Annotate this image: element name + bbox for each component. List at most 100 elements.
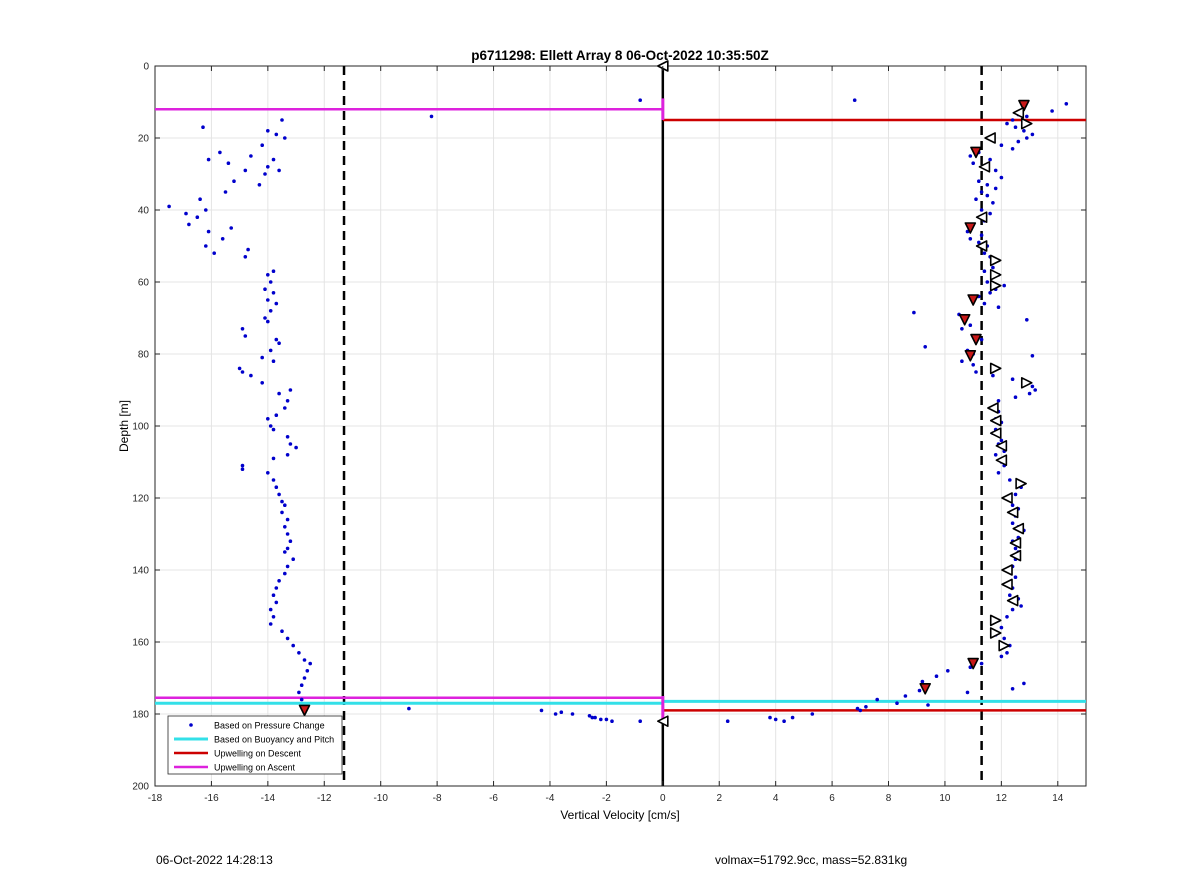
pressure-change-point	[240, 463, 245, 468]
pressure-change-point	[1016, 139, 1021, 144]
pressure-change-point	[996, 305, 1001, 310]
legend-entry-label: Based on Buoyancy and Pitch	[214, 735, 334, 745]
buoyancy-pitch-marker	[1012, 107, 1025, 119]
pressure-change-point	[1010, 687, 1015, 691]
pressure-change-point	[1010, 503, 1015, 508]
pressure-change-point	[553, 712, 558, 716]
pressure-change-point	[977, 179, 981, 183]
pressure-change-point	[283, 550, 287, 554]
x-tick-label: 6	[829, 793, 835, 804]
pressure-change-point	[638, 98, 642, 102]
pressure-change-point	[223, 190, 228, 194]
x-tick-label: -16	[204, 793, 219, 804]
pressure-change-point	[274, 485, 279, 490]
pressure-change-point	[999, 438, 1004, 443]
pressure-change-point	[965, 690, 970, 695]
footer-stats: volmax=51792.9cc, mass=52.831kg	[715, 853, 908, 867]
pressure-change-point	[302, 676, 307, 680]
pressure-change-point	[212, 251, 216, 255]
buoyancy-pitch-marker	[1015, 477, 1027, 490]
pressure-change-point	[993, 186, 998, 191]
pressure-change-point	[243, 334, 248, 338]
pressure-change-point	[263, 287, 267, 292]
y-tick-label: 180	[132, 710, 149, 721]
pressure-change-point	[599, 717, 603, 722]
pressure-change-point	[971, 363, 975, 367]
pressure-change-point	[274, 413, 279, 418]
pressure-change-point	[982, 301, 987, 306]
pressure-change-point	[280, 629, 284, 633]
y-tick-label: 120	[132, 494, 149, 505]
buoyancy-pitch-marker	[989, 279, 1002, 292]
buoyancy-pitch-marker	[989, 427, 1002, 439]
pressure-change-point	[1008, 593, 1012, 597]
x-tick-label: -10	[373, 793, 388, 804]
pressure-change-point	[1013, 492, 1018, 497]
buoyancy-pitch-marker	[298, 704, 311, 717]
buoyancy-pitch-marker	[1001, 578, 1013, 591]
pressure-change-point	[999, 143, 1004, 147]
buoyancy-pitch-marker	[975, 240, 988, 252]
buoyancy-pitch-marker	[1012, 522, 1025, 535]
pressure-change-point	[277, 391, 281, 396]
pressure-change-point	[268, 309, 273, 313]
pressure-change-point	[864, 705, 868, 709]
pressure-change-point	[988, 291, 992, 295]
pressure-change-point	[985, 183, 990, 187]
pressure-change-point	[979, 337, 984, 342]
buoyancy-pitch-marker	[919, 683, 931, 695]
pressure-change-point	[285, 532, 290, 536]
pressure-change-point	[993, 453, 998, 457]
pressure-change-point	[999, 625, 1004, 630]
pressure-change-point	[283, 525, 287, 529]
pressure-change-point	[1005, 121, 1009, 126]
pressure-change-point	[1030, 132, 1035, 137]
pressure-change-point	[226, 161, 231, 165]
pressure-change-point	[979, 233, 984, 237]
pressure-change-point	[277, 168, 281, 173]
pressure-change-point	[243, 168, 248, 173]
y-tick-label: 0	[143, 62, 149, 73]
buoyancy-pitch-marker	[989, 414, 1002, 427]
pressure-change-point	[1022, 129, 1026, 133]
pressure-change-point	[271, 291, 276, 295]
pressure-change-point	[587, 714, 592, 718]
pressure-change-point	[991, 201, 995, 205]
pressure-change-point	[268, 280, 273, 284]
pressure-change-point	[1013, 395, 1018, 400]
pressure-change-point	[204, 208, 208, 212]
pressure-change-point	[260, 381, 265, 385]
pressure-change-point	[288, 539, 293, 543]
pressure-change-point	[1010, 521, 1015, 525]
buoyancy-pitch-marker	[1009, 549, 1022, 562]
pressure-change-point	[274, 586, 279, 590]
footer-timestamp: 06-Oct-2022 14:28:13	[156, 853, 273, 867]
pressure-change-point	[297, 651, 301, 655]
pressure-change-point	[268, 622, 273, 626]
buoyancy-pitch-marker	[1001, 492, 1013, 504]
buoyancy-pitch-marker	[995, 454, 1008, 466]
pressure-change-point	[271, 157, 276, 162]
x-tick-label: -18	[148, 793, 163, 804]
pressure-change-point	[285, 453, 290, 457]
buoyancy-pitch-marker	[989, 254, 1002, 267]
pressure-change-point	[266, 165, 270, 169]
buoyancy-pitch-marker	[975, 211, 988, 223]
pressure-change-point	[1050, 109, 1054, 113]
pressure-change-point	[903, 694, 908, 698]
pressure-change-point	[638, 719, 642, 723]
pressure-change-point	[260, 355, 265, 360]
pressure-change-point	[266, 417, 270, 421]
pressure-change-point	[968, 237, 973, 241]
pressure-change-point	[1008, 478, 1012, 482]
x-tick-label: 2	[716, 793, 722, 804]
pressure-change-point	[934, 674, 939, 678]
x-tick-label: 8	[886, 793, 892, 804]
pressure-change-point	[920, 679, 925, 684]
pressure-change-point	[1013, 575, 1018, 579]
pressure-change-point	[271, 615, 276, 619]
buoyancy-pitch-markers	[298, 60, 1033, 727]
y-tick-label: 200	[132, 782, 149, 793]
pressure-change-point	[280, 499, 284, 504]
pressure-change-point	[274, 337, 279, 342]
